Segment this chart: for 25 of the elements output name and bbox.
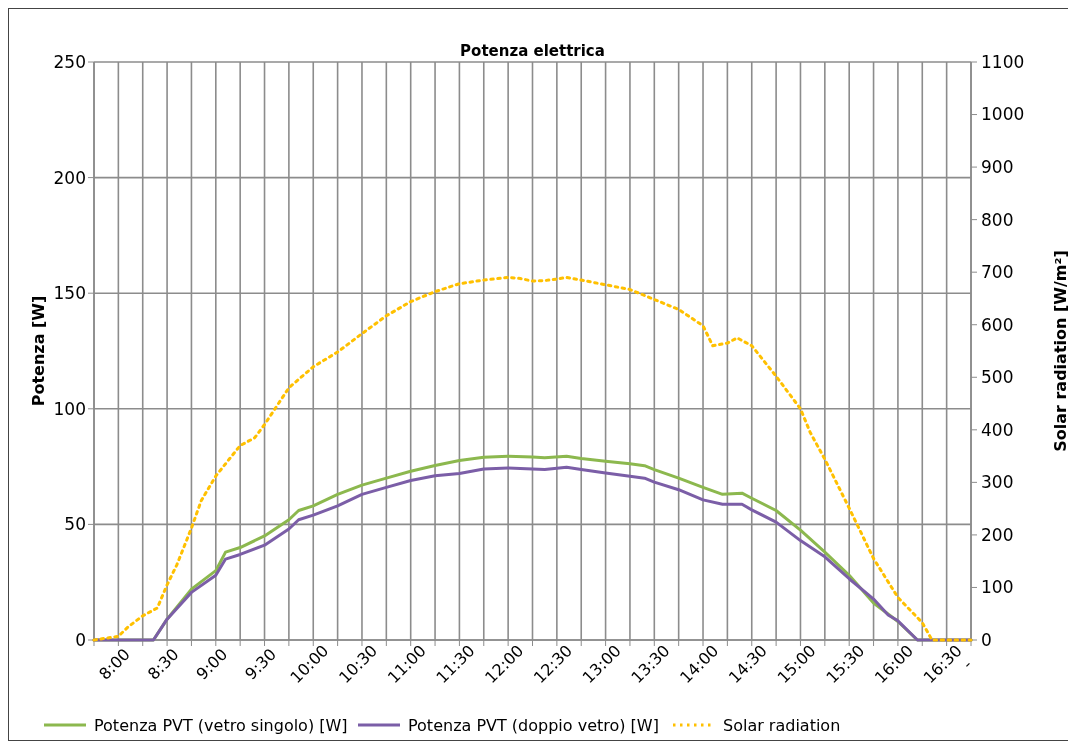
y-tick-label: 0 (75, 629, 86, 650)
y-tick-label: 150 (53, 283, 86, 304)
y-tick-label: 200 (53, 167, 86, 188)
x-tick-label: - (958, 655, 976, 673)
y2-tick-label: 200 (981, 524, 1014, 545)
legend-label: Potenza PVT (doppio vetro) [W] (408, 715, 659, 735)
y2-tick-label: 100 (981, 577, 1014, 598)
y2-tick-label: 700 (981, 262, 1014, 283)
y2-tick-label: 1000 (981, 104, 1025, 125)
y2-tick-label: 800 (981, 209, 1014, 230)
y-tick-label: 100 (53, 398, 86, 419)
y2-tick-label: 900 (981, 157, 1014, 178)
chart-title: Potenza elettrica (460, 42, 605, 60)
y2-tick-label: 300 (981, 472, 1014, 493)
y2-tick-label: 400 (981, 419, 1014, 440)
y-tick-label: 50 (64, 514, 86, 535)
y2-tick-label: 1100 (981, 51, 1025, 72)
legend-label: Solar radiation (723, 715, 841, 735)
y-axis-title: Potenza [W] (29, 295, 48, 407)
y2-tick-label: 0 (981, 629, 992, 650)
y-tick-label: 250 (53, 51, 86, 72)
y2-tick-label: 600 (981, 314, 1014, 335)
y2-axis-title: Solar radiation [W/m²] (1051, 250, 1070, 452)
y2-tick-label: 500 (981, 367, 1014, 388)
legend-label: Potenza PVT (vetro singolo) [W] (94, 715, 348, 735)
